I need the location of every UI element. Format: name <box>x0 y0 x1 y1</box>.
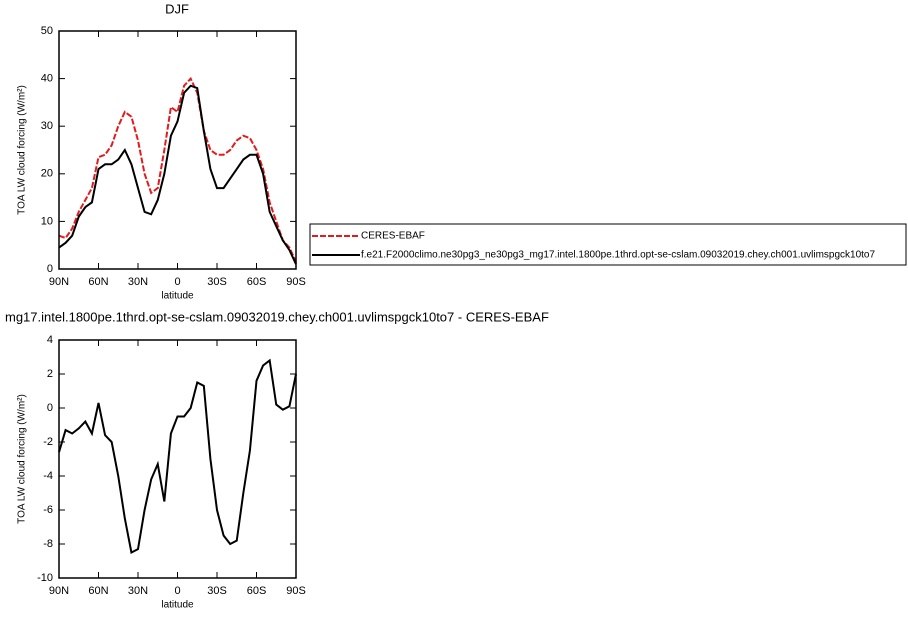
legend-label: CERES-EBAF <box>361 231 425 242</box>
y-tick-label: 20 <box>41 168 53 180</box>
plot-frame <box>58 339 297 579</box>
x-tick-label: 60S <box>247 585 267 597</box>
x-tick-label: 60N <box>88 585 108 597</box>
y-tick-label: -6 <box>43 504 53 516</box>
y-tick-label: 0 <box>47 263 53 275</box>
y-tick-label: 0 <box>47 402 53 414</box>
data-line <box>58 358 297 555</box>
plot-frame <box>58 30 297 270</box>
y-tick-label: 4 <box>47 334 53 346</box>
y-tick-label: 10 <box>41 215 53 227</box>
y-tick-label: 50 <box>41 25 53 37</box>
x-tick-label: 30S <box>207 276 227 288</box>
x-tick-label: 30S <box>207 585 227 597</box>
x-tick-label: 0 <box>174 585 180 597</box>
x-tick-label: 90S <box>286 585 306 597</box>
y-tick-label: 30 <box>41 120 53 132</box>
data-line <box>58 84 297 265</box>
x-axis-label: latitude <box>161 291 194 302</box>
y-tick-label: -8 <box>43 538 53 550</box>
chart-title: DJF <box>165 1 189 16</box>
x-tick-label: 30N <box>128 276 148 288</box>
y-axis-label: TOA LW cloud forcing (W/m²) <box>17 85 28 215</box>
y-tick-label: 40 <box>41 73 53 85</box>
chart-title: mg17.intel.1800pe.1thrd.opt-se-cslam.090… <box>5 309 549 324</box>
x-tick-label: 90N <box>49 276 69 288</box>
x-tick-label: 90N <box>49 585 69 597</box>
y-tick-label: 2 <box>47 368 53 380</box>
x-tick-label: 60N <box>88 276 108 288</box>
x-tick-label: 90S <box>286 276 306 288</box>
x-tick-label: 0 <box>174 276 180 288</box>
y-tick-label: -10 <box>37 572 53 584</box>
x-axis-label: latitude <box>161 600 194 611</box>
legend-box <box>309 223 907 266</box>
y-tick-label: -2 <box>43 436 53 448</box>
y-axis-label: TOA LW cloud forcing (W/m²) <box>17 394 28 524</box>
x-tick-label: 60S <box>247 276 267 288</box>
legend-label: f.e21.F2000climo.ne30pg3_ne30pg3_mg17.in… <box>361 250 875 261</box>
y-tick-label: -4 <box>43 470 53 482</box>
x-tick-label: 30N <box>128 585 148 597</box>
data-line <box>58 76 297 263</box>
